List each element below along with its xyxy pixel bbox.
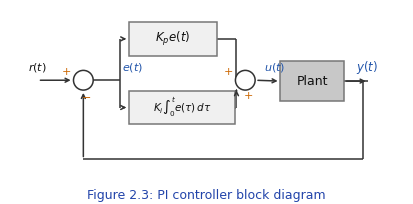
Text: Plant: Plant <box>297 75 328 88</box>
Bar <box>129 91 235 124</box>
Bar <box>280 61 344 101</box>
Text: $K_i \int_0^t e(\tau)\, d\tau$: $K_i \int_0^t e(\tau)\, d\tau$ <box>153 96 211 119</box>
Text: $y(t)$: $y(t)$ <box>356 59 378 76</box>
Text: $e(t)$: $e(t)$ <box>122 61 143 74</box>
Bar <box>129 22 217 55</box>
Circle shape <box>74 70 93 90</box>
Text: $u(t)$: $u(t)$ <box>264 61 285 74</box>
Text: $K_p e(t)$: $K_p e(t)$ <box>155 30 191 48</box>
Text: $-$: $-$ <box>81 91 91 101</box>
Text: +: + <box>62 68 71 78</box>
Text: +: + <box>244 91 254 101</box>
Text: $r(t)$: $r(t)$ <box>28 61 47 74</box>
Text: Figure 2.3: PI controller block diagram: Figure 2.3: PI controller block diagram <box>87 189 326 202</box>
Text: +: + <box>224 68 233 78</box>
Circle shape <box>235 70 255 90</box>
